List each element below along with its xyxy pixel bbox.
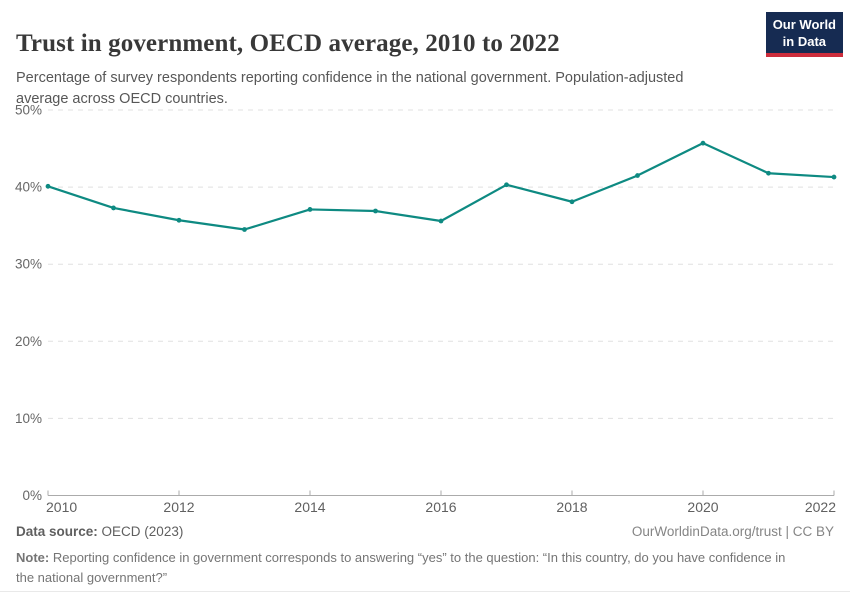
data-point-2019[interactable] <box>635 173 640 178</box>
data-point-2012[interactable] <box>176 217 182 223</box>
page-title: Trust in government, OECD average, 2010 … <box>16 29 560 57</box>
bottom-divider <box>0 591 850 592</box>
x-axis-label-2014: 2014 <box>294 499 325 515</box>
data-point-2022[interactable] <box>831 174 837 180</box>
data-point-2011[interactable] <box>111 205 116 211</box>
note-label: Note: <box>16 550 50 565</box>
source-row: Data source: OECD (2023) OurWorldinData.… <box>16 524 834 539</box>
data-source-label: Data source: <box>16 524 98 539</box>
attribution-link[interactable]: OurWorldinData.org/trust | CC BY <box>631 524 834 539</box>
x-axis-label-2022: 2022 <box>805 499 836 515</box>
owid-logo-line1: Our World <box>772 17 836 32</box>
note-text: Reporting confidence in government corre… <box>16 550 786 585</box>
x-axis-label-2016: 2016 <box>425 499 456 515</box>
y-axis-label-0: 0% <box>22 488 42 503</box>
chart-canvas[interactable]: 0% 10% 20% 30% 40% 50% 2010 2012 2014 2016 2018 202… <box>0 95 850 520</box>
x-axis-label-2018: 2018 <box>556 499 587 515</box>
data-source: Data source: OECD (2023) <box>16 524 183 539</box>
y-axis-label-40: 40% <box>15 180 42 195</box>
x-axis-label-2012: 2012 <box>163 499 194 515</box>
x-axis-label-2010: 2010 <box>46 499 77 515</box>
data-point-2020[interactable] <box>700 140 706 146</box>
data-point-2010[interactable] <box>45 183 51 189</box>
trend-line <box>46 142 836 231</box>
x-axis-label-2020: 2020 <box>687 499 718 515</box>
trend-line-chart[interactable]: 0% 10% 20% 30% 40% 50% 2010 2012 2014 2016 2018 202… <box>0 95 850 520</box>
y-axis-label-20: 20% <box>15 334 42 349</box>
data-point-2014[interactable] <box>307 207 313 212</box>
owid-logo[interactable]: Our World in Data <box>765 12 843 57</box>
data-source-value: OECD (2023) <box>101 524 184 539</box>
chart-subtitle: Percentage of survey respondents reporti… <box>16 69 684 108</box>
owid-logo-line2: in Data <box>782 33 827 49</box>
data-point-2017[interactable] <box>504 182 509 188</box>
note-block: Note: Reporting confidence in government… <box>16 548 806 587</box>
data-point-2013[interactable] <box>242 227 247 232</box>
data-point-2021[interactable] <box>766 170 771 176</box>
y-axis-label-30: 30% <box>15 257 42 272</box>
y-axis-label-50: 50% <box>15 103 42 118</box>
data-point-2018[interactable] <box>569 199 575 205</box>
data-point-2016[interactable] <box>438 218 444 224</box>
y-axis-label-10: 10% <box>15 411 42 426</box>
data-point-2015[interactable] <box>373 208 378 214</box>
